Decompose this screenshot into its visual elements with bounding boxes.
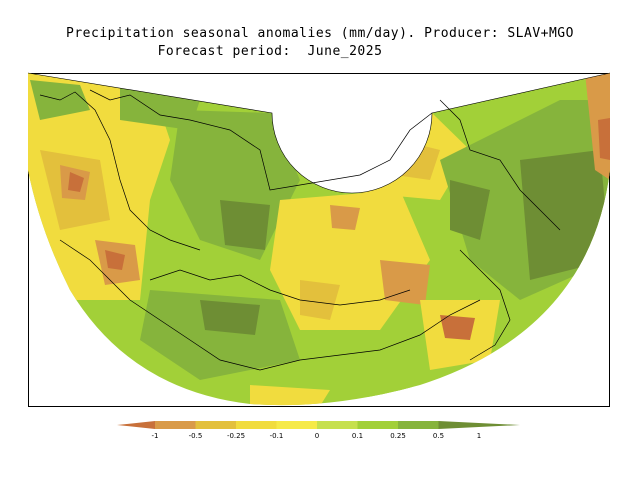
colorbar-segment [195,421,236,429]
colorbar-segment [317,421,358,429]
colorbar-tick-label: 0 [315,432,319,440]
colorbar-tick-label: -1 [152,432,159,440]
colorbar-segment [276,421,317,429]
colorbar-tick-label: 1 [477,432,481,440]
colorbar-tick-label: -0.5 [189,432,203,440]
colorbar-tick-label: -0.25 [227,432,245,440]
borders-coastlines [39,89,561,371]
colorbar-left-extension [117,421,155,429]
colorbar-segment [357,421,398,429]
colorbar-segment [236,421,277,429]
colorbar-tick-label: 0.1 [352,432,363,440]
colorbar-tick-label: 0.5 [433,432,444,440]
colorbar-tick-label: -0.1 [270,432,284,440]
colorbar-right-extension [438,421,520,429]
chart-title-line2: Forecast period: June_2025 [157,44,383,59]
chart-title-line1: Precipitation seasonal anomalies (mm/day… [66,26,574,41]
colorbar-tick-label: 0.25 [390,432,406,440]
colorbar-segment [398,421,439,429]
domain-outline [27,72,611,194]
colorbar-segment [155,421,196,429]
